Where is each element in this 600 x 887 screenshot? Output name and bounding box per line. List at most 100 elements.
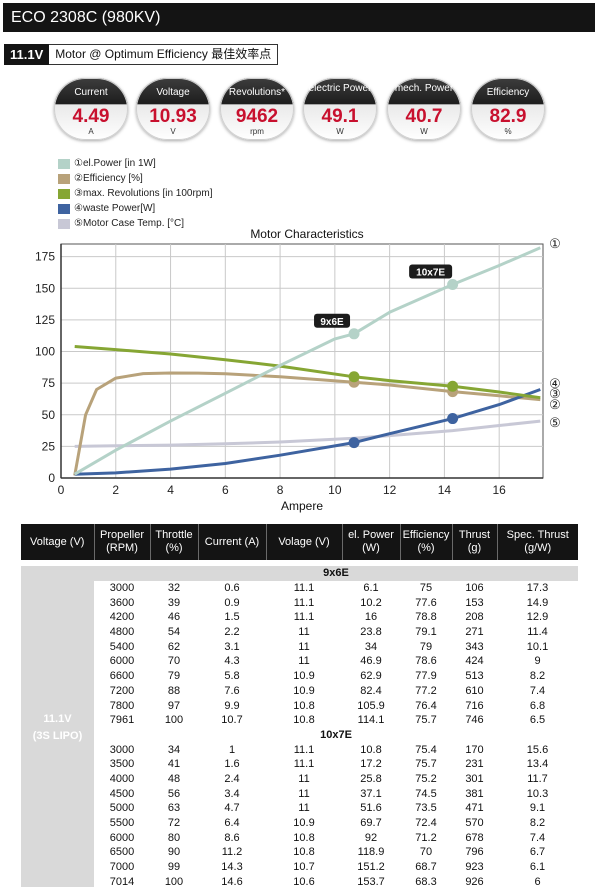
table-cell: 170 <box>465 743 484 756</box>
table-cell: 37.1 <box>360 787 382 800</box>
table-row: 6500 90 11.2 10.8 118.9 70 796 6.7 <box>21 845 578 860</box>
table-cell: 80 <box>167 831 181 844</box>
y-tick-label: 75 <box>42 376 56 390</box>
table-cell: 4800 <box>109 626 135 639</box>
y-tick-label: 175 <box>35 250 55 264</box>
series-end-marker: ⑤ <box>549 415 561 430</box>
legend-item: ①el.Power [in 1W] <box>58 156 212 171</box>
table-cell: 5500 <box>109 817 135 830</box>
table-cell: 68.7 <box>415 861 437 874</box>
table-cell: 78.6 <box>415 655 437 668</box>
table-cell: 2.4 <box>224 772 240 785</box>
metric-value: 4.49 <box>72 106 110 127</box>
legend-swatch <box>58 158 70 169</box>
table-row: 5400 62 3.1 11 34 79 343 10.1 <box>21 639 578 654</box>
table-cell: 77.9 <box>415 670 437 683</box>
metric-label: Current <box>74 87 108 98</box>
x-tick-label: 16 <box>493 483 507 497</box>
table-cell: 10.8 <box>293 846 315 859</box>
table-cell: 11 <box>298 772 310 785</box>
table-cell: 56 <box>167 787 181 800</box>
table-cell: 570 <box>465 817 484 830</box>
x-tick-label: 8 <box>277 483 284 497</box>
table-cell: 1 <box>228 743 236 756</box>
table-row: 7014 100 14.6 10.6 153.7 68.3 926 6 <box>21 874 578 887</box>
table-cell: 1.6 <box>224 758 240 771</box>
table-cell: 11.1 <box>293 582 315 595</box>
metric-label: Efficiency <box>486 87 530 98</box>
metric-current: Current 4.49 A <box>54 78 128 140</box>
table-cell: 10.9 <box>293 817 315 830</box>
metric-mech-power: mech. Power 40.7 W <box>387 78 461 140</box>
header-el-power: el. Power (W) <box>342 524 401 560</box>
y-tick-label: 100 <box>35 345 55 359</box>
series-line-1 <box>73 246 541 476</box>
table-cell: 75.4 <box>415 743 437 756</box>
table-cell: 48 <box>167 772 181 785</box>
table-cell: 17.3 <box>526 582 549 595</box>
table-cell: 716 <box>465 699 484 712</box>
table-cell: 153.7 <box>357 875 385 887</box>
section-header: 11.1V Motor @ Optimum Efficiency 最佳效率点 <box>4 44 279 65</box>
legend-swatch <box>58 218 70 229</box>
header-propeller: Propeller (RPM) <box>94 524 151 560</box>
table-cell: 79 <box>167 670 181 683</box>
metric-voltage: Voltage 10.93 V <box>136 78 210 140</box>
metric-label: mech. Power <box>394 83 454 94</box>
table-cell: 6000 <box>109 655 135 668</box>
data-point <box>447 413 459 425</box>
metric-value: 40.7 <box>405 106 443 127</box>
propeller-badge <box>314 313 351 328</box>
series-line-5 <box>74 419 541 448</box>
table-cell: 118.9 <box>357 846 385 859</box>
metric-unit: V <box>170 127 176 136</box>
table-cell: 11.1 <box>293 743 315 756</box>
table-cell: 3500 <box>109 758 135 771</box>
table-cell: 105.9 <box>357 699 385 712</box>
legend-item: ③max. Revolutions [in 100rpm] <box>58 186 212 201</box>
table-cell: 7.4 <box>529 684 546 697</box>
table-cell: 14.3 <box>221 861 243 874</box>
table-cell: 6.5 <box>529 714 546 727</box>
table-cell: 39 <box>167 596 181 609</box>
table-cell: 41 <box>167 758 181 771</box>
series-end-marker: ① <box>549 236 561 251</box>
table-row: 7000 99 14.3 10.7 151.2 68.7 923 6.1 <box>21 860 578 875</box>
table-cell: 70 <box>419 846 433 859</box>
table-cell: 6.8 <box>529 699 546 712</box>
table-cell: 231 <box>465 758 484 771</box>
legend-label: ②Efficiency [%] <box>74 173 143 184</box>
table-cell: 10.2 <box>360 596 382 609</box>
table-cell: 106 <box>465 582 484 595</box>
section-label: Motor @ Optimum Efficiency 最佳效率点 <box>49 44 279 65</box>
table-row: 3000 34 1 11.1 10.8 75.4 170 15.6 <box>21 742 578 757</box>
voltage-tag: 11.1V <box>4 44 50 65</box>
table-cell: 3000 <box>109 582 135 595</box>
table-cell: 34 <box>364 640 378 653</box>
table-cell: 100 <box>164 875 184 887</box>
x-tick-label: 10 <box>328 483 342 497</box>
header-efficiency: Efficiency (%) <box>400 524 453 560</box>
plot-frame <box>60 243 544 479</box>
table-cell: 82.4 <box>360 684 382 697</box>
table-cell: 71.2 <box>415 831 437 844</box>
table-cell: 3.1 <box>224 640 240 653</box>
metric-value: 10.93 <box>149 106 197 127</box>
table-cell: 10.8 <box>360 743 382 756</box>
table-cell: 90 <box>167 846 181 859</box>
metric-unit: W <box>420 127 428 136</box>
metrics-row: Current 4.49 A Voltage 10.93 V Revolutio… <box>54 78 554 142</box>
legend-label: ③max. Revolutions [in 100rpm] <box>74 188 213 199</box>
table-cell: 5000 <box>109 802 135 815</box>
table-cell: 17.2 <box>360 758 382 771</box>
table-cell: 78.8 <box>415 611 437 624</box>
table-row: 7800 97 9.9 10.8 105.9 76.4 716 6.8 <box>21 698 578 713</box>
table-row: 4500 56 3.4 11 37.1 74.5 381 10.3 <box>21 786 578 801</box>
table-cell: 4500 <box>109 787 135 800</box>
table-row: 4200 46 1.5 11.1 16 78.8 208 12.9 <box>21 610 578 625</box>
propeller-badge <box>409 264 453 279</box>
table-row: 3500 41 1.6 11.1 17.2 75.7 231 13.4 <box>21 757 578 772</box>
series-end-marker: ④ <box>549 376 561 391</box>
y-tick-label: 25 <box>42 439 56 453</box>
table-cell: 7014 <box>109 875 135 887</box>
